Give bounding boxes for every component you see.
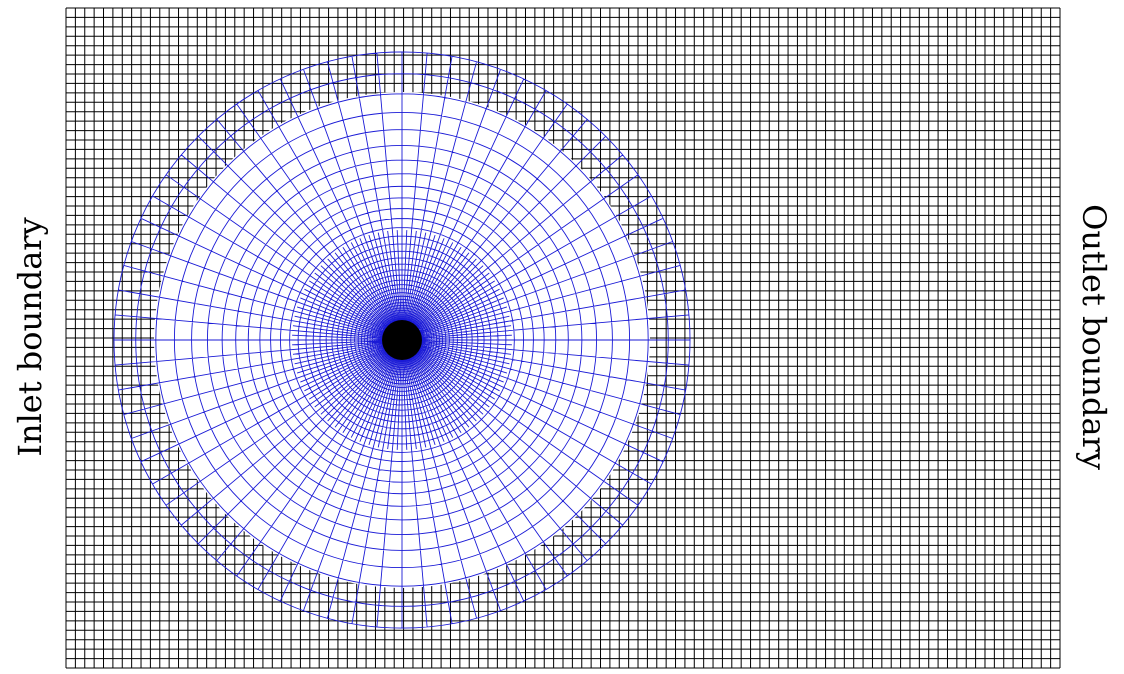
inlet-boundary-label: Inlet boundary [11, 217, 49, 457]
cylinder-body [382, 320, 422, 360]
outlet-boundary-label: Outlet boundary [1075, 204, 1113, 470]
